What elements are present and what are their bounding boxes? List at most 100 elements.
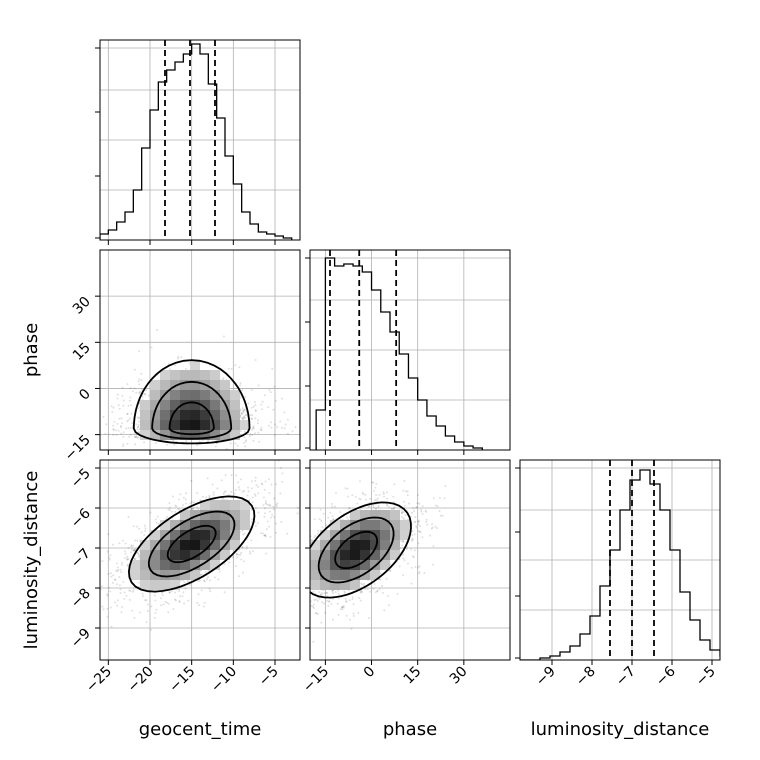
scatter-point — [127, 516, 130, 519]
density-cell — [390, 550, 400, 560]
density-cell — [160, 380, 170, 390]
scatter-point — [273, 385, 276, 388]
scatter-point — [234, 488, 237, 491]
panel-frame-luminosity_distance — [519, 459, 721, 661]
density-cell — [330, 580, 340, 590]
scatter-point — [360, 590, 362, 593]
scatter-point — [164, 600, 167, 603]
scatter-point — [206, 578, 208, 581]
density-cell — [340, 560, 350, 570]
density-cell — [150, 580, 160, 590]
scatter-point — [241, 545, 244, 548]
density-cell — [340, 570, 350, 580]
scatter-point — [134, 539, 137, 542]
scatter-point — [130, 404, 132, 407]
density-cell — [150, 380, 160, 390]
scatter-point — [242, 533, 245, 536]
scatter-point — [331, 590, 334, 593]
scatter-point — [203, 579, 206, 582]
density-cell — [240, 520, 250, 530]
scatter-point — [212, 493, 215, 496]
y-tick-label-luminosity_distance: −9 — [68, 626, 94, 652]
scatter-point — [137, 380, 140, 383]
scatter-point — [354, 495, 357, 498]
scatter-point — [331, 515, 334, 518]
scatter-point — [242, 417, 245, 420]
scatter-point — [191, 508, 194, 511]
scatter-point — [322, 602, 325, 605]
scatter-point — [244, 408, 247, 411]
histogram-phase — [315, 257, 483, 450]
scatter-point — [320, 519, 323, 522]
scatter-point — [243, 442, 246, 444]
scatter-point — [127, 404, 130, 407]
scatter-point — [122, 581, 125, 583]
scatter-point — [202, 605, 205, 608]
scatter-point — [125, 594, 128, 597]
scatter-point — [342, 606, 345, 609]
scatter-point — [147, 603, 149, 606]
scatter-point — [128, 399, 131, 402]
scatter-point — [392, 495, 395, 498]
scatter-point — [343, 590, 346, 593]
scatter-point — [136, 425, 139, 428]
scatter-point — [222, 492, 225, 495]
scatter-point — [363, 582, 366, 585]
density-cell — [360, 510, 370, 520]
scatter-point — [243, 532, 246, 535]
scatter-point — [261, 400, 264, 403]
scatter-point — [241, 412, 244, 415]
scatter-point — [184, 502, 187, 505]
density-cell — [170, 410, 180, 420]
scatter-point — [264, 507, 266, 510]
scatter-point — [391, 507, 394, 510]
density-cell — [190, 540, 200, 550]
scatter-point — [155, 521, 158, 524]
y-tick-label-luminosity_distance: −7 — [68, 546, 94, 572]
scatter-point — [121, 561, 124, 564]
scatter-point — [250, 417, 253, 420]
density-cell — [370, 520, 380, 530]
density-cell — [400, 520, 410, 530]
density-cell — [140, 420, 150, 430]
scatter-point — [431, 563, 434, 566]
scatter-point — [196, 444, 198, 447]
density-cell — [180, 550, 190, 560]
scatter-point — [234, 442, 237, 445]
scatter-point — [126, 420, 129, 423]
scatter-point — [208, 494, 211, 497]
scatter-point — [252, 425, 255, 428]
density-cell — [200, 390, 210, 400]
scatter-point — [106, 593, 109, 596]
scatter-point — [121, 605, 123, 608]
scatter-point — [227, 367, 230, 370]
scatter-point — [383, 495, 385, 498]
scatter-point — [271, 513, 274, 516]
scatter-point — [415, 506, 418, 509]
x-tick-label-geocent_time: −15 — [166, 664, 198, 696]
scatter-point — [313, 607, 315, 609]
scatter-point — [167, 602, 170, 605]
scatter-point — [443, 497, 446, 500]
scatter-point — [161, 591, 164, 594]
scatter-point — [306, 608, 308, 610]
density-cell — [360, 560, 370, 570]
scatter-point — [307, 579, 309, 581]
scatter-point — [387, 594, 389, 597]
scatter-point — [403, 479, 406, 482]
scatter-point — [169, 506, 171, 509]
scatter-point — [374, 486, 377, 489]
density-cell — [230, 430, 240, 440]
scatter-point — [129, 590, 132, 592]
scatter-point — [415, 506, 418, 508]
scatter-point — [364, 498, 367, 501]
scatter-point — [137, 407, 140, 410]
scatter-point — [85, 411, 87, 413]
histogram-geocent_time — [100, 43, 293, 240]
scatter-point — [411, 530, 414, 533]
scatter-point — [316, 600, 319, 602]
scatter-point — [254, 476, 257, 479]
density-cell — [350, 570, 360, 580]
scatter-point — [129, 387, 132, 390]
scatter-point — [277, 584, 279, 586]
